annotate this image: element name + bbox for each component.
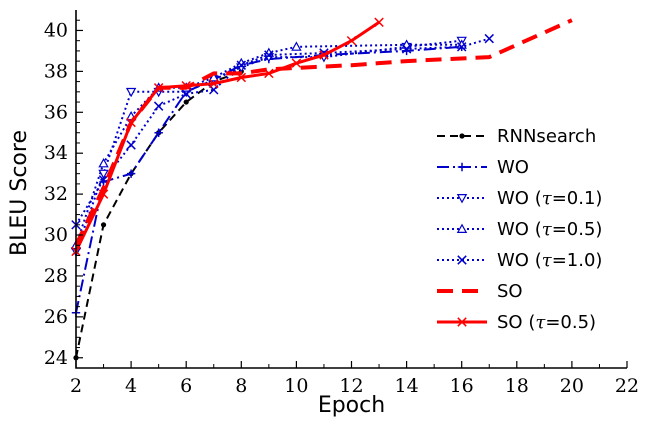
data-point — [484, 33, 494, 44]
legend-entry-wo-1-0: WO (τ=1.0) — [437, 250, 602, 271]
y-tick-label: 24 — [44, 347, 68, 369]
x-tick-label: 8 — [235, 375, 247, 397]
series-line — [75, 39, 462, 252]
legend-marker — [457, 317, 467, 327]
x-tick-label: 10 — [284, 375, 308, 397]
data-point — [401, 44, 412, 54]
x-tick-label: 4 — [125, 375, 137, 397]
data-point — [264, 50, 274, 60]
legend-marker — [456, 223, 468, 233]
data-point — [125, 87, 137, 98]
data-point — [264, 68, 274, 79]
legend: RNNsearch WO WO (τ=0.1) WO (τ=0.5) WO (τ=1.0… — [437, 126, 602, 333]
legend-entry-so: SO — [437, 281, 523, 302]
legend-label: WO (τ=0.1) — [497, 188, 602, 209]
y-tick-label: 32 — [44, 183, 68, 205]
y-tick-label: 28 — [44, 265, 68, 287]
x-tick-label: 14 — [395, 375, 419, 397]
legend-entry-wo-0-1: WO (τ=0.1) — [437, 188, 602, 209]
y-tick-label: 40 — [44, 19, 68, 41]
data-point — [126, 140, 136, 150]
legend-marker — [457, 255, 467, 265]
legend-entry-rnnsearch: RNNsearch — [437, 126, 596, 147]
data-point — [209, 78, 219, 89]
y-tick-label: 36 — [44, 101, 68, 123]
x-axis-label: Epoch — [318, 393, 385, 418]
legend-label: WO — [497, 157, 529, 178]
x-tick-label: 6 — [180, 375, 192, 397]
data-point — [98, 189, 109, 199]
data-point — [456, 42, 467, 52]
y-tick-label: 26 — [44, 306, 68, 328]
legend-label: SO (τ=0.5) — [497, 312, 596, 333]
legend-marker — [457, 162, 467, 172]
data-point — [291, 58, 302, 68]
x-tick-label: 16 — [450, 375, 474, 397]
legend-marker — [459, 133, 465, 139]
data-point — [181, 89, 191, 99]
legend-label: SO — [497, 281, 523, 302]
legend-label: WO (τ=0.5) — [497, 219, 602, 240]
legend-marker — [456, 194, 468, 204]
x-tick-label: 2 — [70, 375, 82, 397]
data-point — [153, 101, 164, 111]
series-line — [74, 18, 573, 247]
series-line — [74, 21, 380, 253]
y-axis-label: BLEU Score — [7, 130, 32, 256]
data-point — [374, 17, 384, 28]
legend-entry-wo: WO — [437, 157, 529, 178]
data-point — [319, 50, 329, 60]
data-point — [153, 83, 164, 93]
y-tick-label: 34 — [44, 142, 68, 164]
data-point — [98, 169, 109, 180]
legend-label: WO (τ=1.0) — [497, 250, 602, 271]
legend-entry-wo-0-5: WO (τ=0.5) — [437, 219, 602, 240]
x-tick-label: 18 — [505, 375, 529, 397]
series-so — [74, 18, 573, 247]
legend-entry-so-0-5: SO (τ=0.5) — [437, 312, 596, 333]
x-tick-label: 20 — [560, 375, 584, 397]
data-point — [98, 157, 109, 168]
data-point — [181, 80, 191, 91]
x-tick-label: 22 — [615, 375, 639, 397]
series-line — [75, 37, 490, 226]
data-point — [126, 117, 136, 128]
data-point — [236, 60, 247, 70]
data-point — [183, 99, 189, 105]
data-point — [208, 72, 219, 82]
data-point — [100, 222, 107, 228]
legend-label: RNNsearch — [497, 126, 596, 147]
plot-series — [70, 17, 573, 361]
data-point — [291, 41, 302, 51]
data-point — [236, 72, 247, 83]
y-tick-label: 38 — [44, 60, 68, 82]
data-point — [126, 169, 136, 178]
data-point — [346, 35, 357, 46]
y-tick-label: 30 — [44, 224, 68, 246]
x-tick-label: 12 — [339, 375, 363, 397]
series-so-0-5 — [71, 17, 384, 257]
data-point — [154, 128, 163, 137]
